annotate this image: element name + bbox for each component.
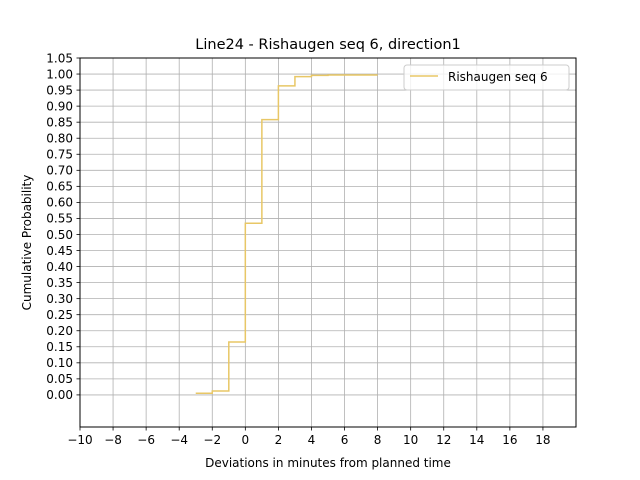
x-tick-label: 18 (535, 433, 550, 447)
y-tick-label: 1.00 (46, 67, 73, 81)
y-tick-label: 0.75 (46, 148, 73, 162)
y-tick-label: 0.40 (46, 260, 73, 274)
y-tick-label: 0.25 (46, 308, 73, 322)
y-tick-label: 0.85 (46, 115, 73, 129)
x-tick-label: −4 (170, 433, 188, 447)
y-tick-label: 0.45 (46, 244, 73, 258)
y-tick-label: 0.05 (46, 372, 73, 386)
x-tick-label: −2 (203, 433, 221, 447)
x-tick-label: 12 (436, 433, 451, 447)
x-tick-label: 6 (341, 433, 349, 447)
x-tick-label: 8 (374, 433, 382, 447)
x-tick-label: 10 (403, 433, 418, 447)
y-tick-label: 0.55 (46, 212, 73, 226)
y-tick-label: 0.90 (46, 99, 73, 113)
x-tick-label: 14 (469, 433, 484, 447)
legend: Rishaugen seq 6 (403, 64, 570, 91)
y-tick-label: 0.30 (46, 292, 73, 306)
y-tick-label: 0.20 (46, 324, 73, 338)
y-tick-label: 0.10 (46, 356, 73, 370)
series-layer (195, 74, 378, 395)
y-tick-label: 0.70 (46, 164, 73, 178)
x-tick-label: 0 (242, 433, 250, 447)
y-axis-ticks: 0.00 0.05 0.10 0.15 0.20 0.25 0.30 0.35 0.40 0.45… (46, 51, 80, 402)
plot-frame (79, 57, 577, 428)
x-tick-label: 16 (502, 433, 517, 447)
legend-box (403, 64, 570, 91)
y-axis-title: Cumulative Probability (20, 175, 34, 311)
x-tick-label: −8 (104, 433, 122, 447)
legend-label: Rishaugen seq 6 (448, 70, 548, 84)
y-tick-label: 0.00 (46, 388, 73, 402)
y-tick-label: 0.95 (46, 83, 73, 97)
y-tick-label: 0.80 (46, 132, 73, 146)
x-axis-ticks: −10 −8 −6 −4 −2 0 2 4 6 8 10 12 14 16 18 (67, 427, 551, 447)
y-tick-label: 1.05 (46, 51, 73, 65)
x-axis-title: Deviations in minutes from planned time (205, 456, 451, 470)
series-line (195, 74, 378, 395)
x-tick-label: −10 (67, 433, 92, 447)
x-tick-label: 2 (275, 433, 283, 447)
y-tick-label: 0.60 (46, 196, 73, 210)
x-tick-label: −6 (137, 433, 155, 447)
y-tick-label: 0.35 (46, 276, 73, 290)
chart-title: Line24 - Rishaugen seq 6, direction1 (195, 37, 460, 53)
x-tick-label: 4 (308, 433, 316, 447)
y-tick-label: 0.50 (46, 228, 73, 242)
y-tick-label: 0.15 (46, 340, 73, 354)
y-tick-label: 0.65 (46, 180, 73, 194)
